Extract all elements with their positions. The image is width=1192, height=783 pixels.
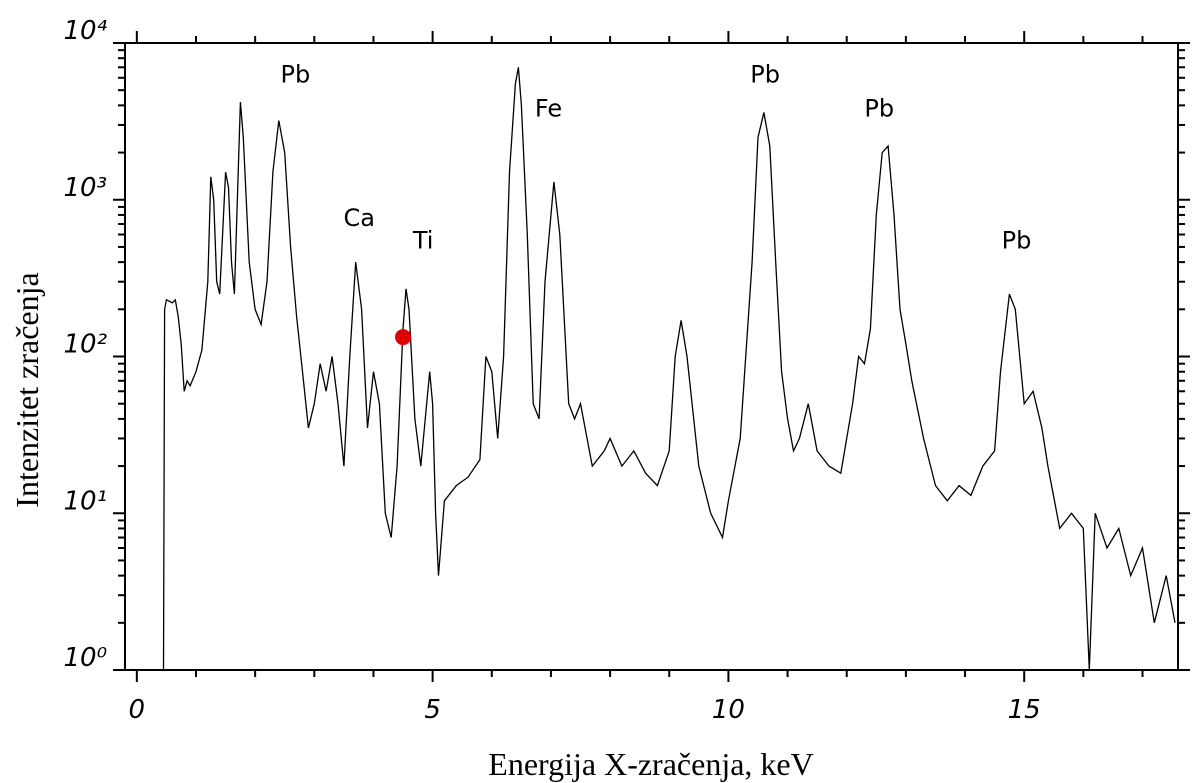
y-tick-label: 10⁴: [63, 16, 107, 46]
y-axis-label: Intenzitet zračenja: [9, 272, 45, 507]
y-tick-label: 10²: [63, 330, 107, 360]
peak-label: Ti: [412, 226, 434, 254]
y-tick-label: 10⁰: [63, 643, 107, 673]
x-tick-label: 5: [424, 695, 441, 725]
peak-label: Pb: [750, 60, 780, 88]
x-tick-label: 0: [129, 695, 146, 725]
x-tick-label: 10: [712, 695, 745, 725]
peak-label: Pb: [281, 60, 311, 88]
x-axis-label: Energija X-zračenja, keV: [488, 746, 813, 782]
x-tick-label: 15: [1008, 695, 1041, 725]
peak-label: Ca: [344, 204, 375, 232]
y-tick-label: 10¹: [63, 486, 107, 516]
peak-label: Pb: [864, 94, 894, 122]
marker-point: [395, 329, 412, 346]
peak-label: Fe: [535, 94, 562, 122]
spectrum-line: [162, 67, 1176, 670]
y-tick-label: 10³: [63, 173, 107, 203]
peak-label: Pb: [1002, 226, 1032, 254]
